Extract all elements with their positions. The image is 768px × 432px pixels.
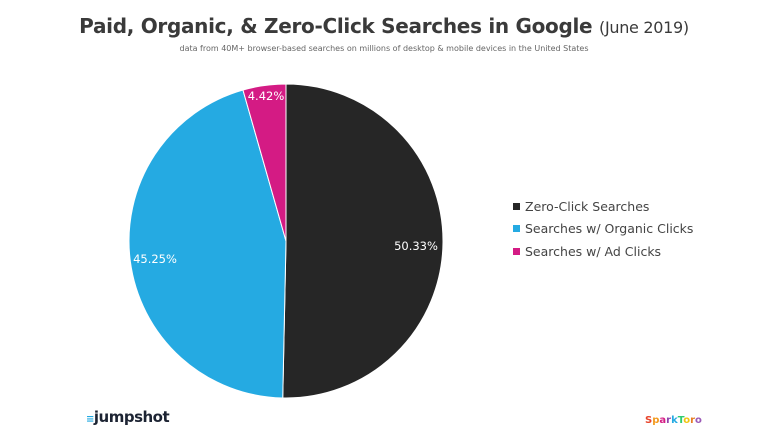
title-suffix: (June 2019): [599, 18, 689, 37]
legend-label: Searches w/ Ad Clicks: [525, 243, 662, 259]
legend-item: Searches w/ Ad Clicks: [513, 240, 693, 263]
slice-label: 4.42%: [248, 89, 285, 103]
chart-subtitle: data from 40M+ browser-based searches on…: [179, 44, 589, 53]
slice-label: 50.33%: [394, 239, 438, 253]
legend-swatch: [513, 202, 520, 210]
legend-swatch: [513, 247, 520, 255]
slice-label: 45.25%: [133, 252, 177, 266]
title-main: Paid, Organic, & Zero-Click Searches in …: [79, 14, 593, 38]
pie-slice: [128, 89, 287, 399]
legend-item: Searches w/ Organic Clicks: [513, 218, 693, 241]
sparktoro-logo: SparkToro: [645, 415, 702, 426]
pie-slice: [242, 83, 287, 242]
jumpshot-logo-text: jumpshot: [93, 408, 170, 426]
legend-swatch: [513, 225, 520, 233]
legend-label: Searches w/ Organic Clicks: [525, 221, 694, 237]
chart-title: Paid, Organic, & Zero-Click Searches in …: [0, 14, 768, 38]
pie-slice: [282, 83, 444, 399]
legend-item: Zero-Click Searches: [513, 195, 693, 218]
jumpshot-logo: ≡jumpshot: [86, 408, 170, 426]
legend-label: Zero-Click Searches: [525, 198, 650, 214]
legend: Zero-Click Searches Searches w/ Organic …: [513, 195, 693, 263]
